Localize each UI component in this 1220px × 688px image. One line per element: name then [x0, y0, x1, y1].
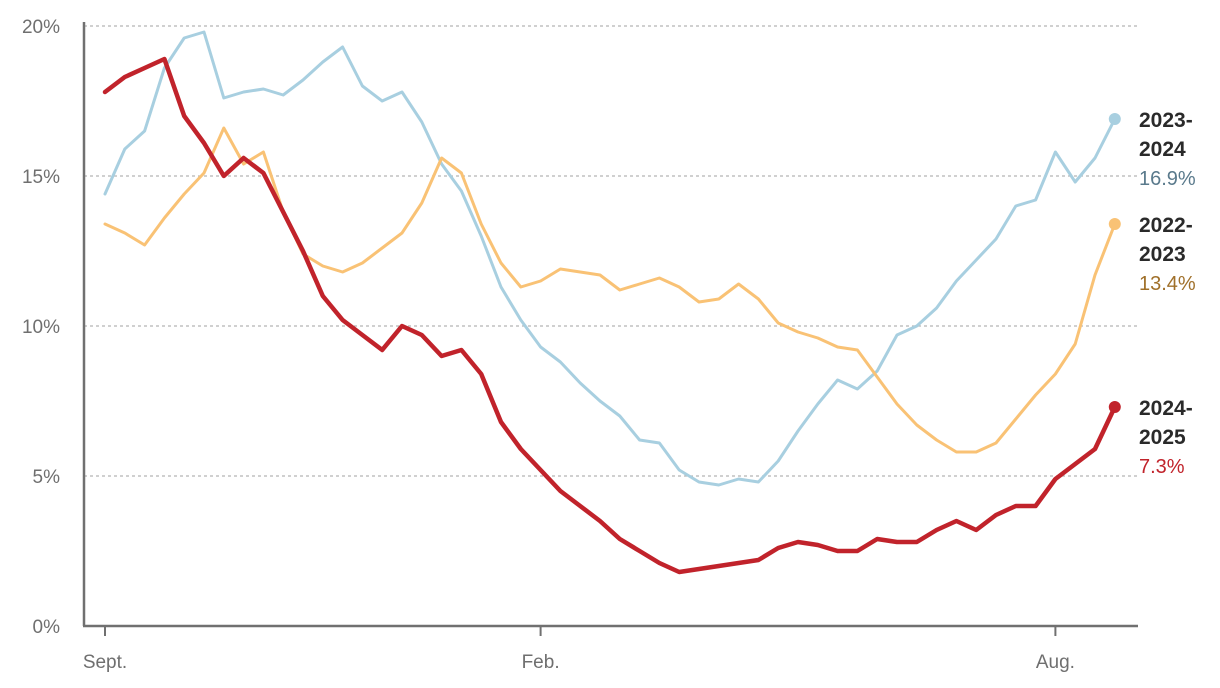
series-name-label: 2023	[1139, 243, 1186, 266]
series-lines	[102, 30, 1121, 575]
series-line-2024-2025	[102, 56, 1118, 575]
series-line-2022-2023	[103, 126, 1117, 454]
y-tick-label: 20%	[22, 17, 60, 38]
series-name-label: 2024-	[1139, 397, 1193, 420]
series-end-point	[1108, 218, 1121, 230]
y-tick-label: 5%	[33, 467, 61, 488]
y-tick-label: 10%	[22, 317, 60, 338]
axes: 0% 5% 10% 15% 20% Sept. Feb. Aug.	[22, 17, 1138, 673]
series-end-point	[1108, 113, 1121, 125]
series-name-label: 2024	[1139, 138, 1186, 161]
gridlines	[84, 25, 1138, 477]
series-value-label: 16.9%	[1139, 168, 1196, 190]
series-line-2023-2024	[103, 30, 1117, 487]
series-name-label: 2025	[1139, 426, 1186, 449]
y-tick-label: 0%	[33, 617, 61, 638]
series-value-label: 7.3%	[1139, 456, 1185, 478]
series-name-label: 2023-	[1139, 109, 1193, 132]
series-name-label: 2022-	[1139, 214, 1193, 237]
series-value-label: 13.4%	[1139, 273, 1196, 295]
series-end-point	[1108, 401, 1121, 413]
end-labels: 2023- 2024 16.9% 2022- 2023 13.4% 2024- 2025 7.3…	[1139, 109, 1196, 478]
x-tick-label: Sept.	[83, 652, 127, 673]
x-tick-label: Aug.	[1036, 652, 1075, 673]
x-tick-label: Feb.	[522, 652, 560, 673]
y-tick-label: 15%	[22, 167, 60, 188]
